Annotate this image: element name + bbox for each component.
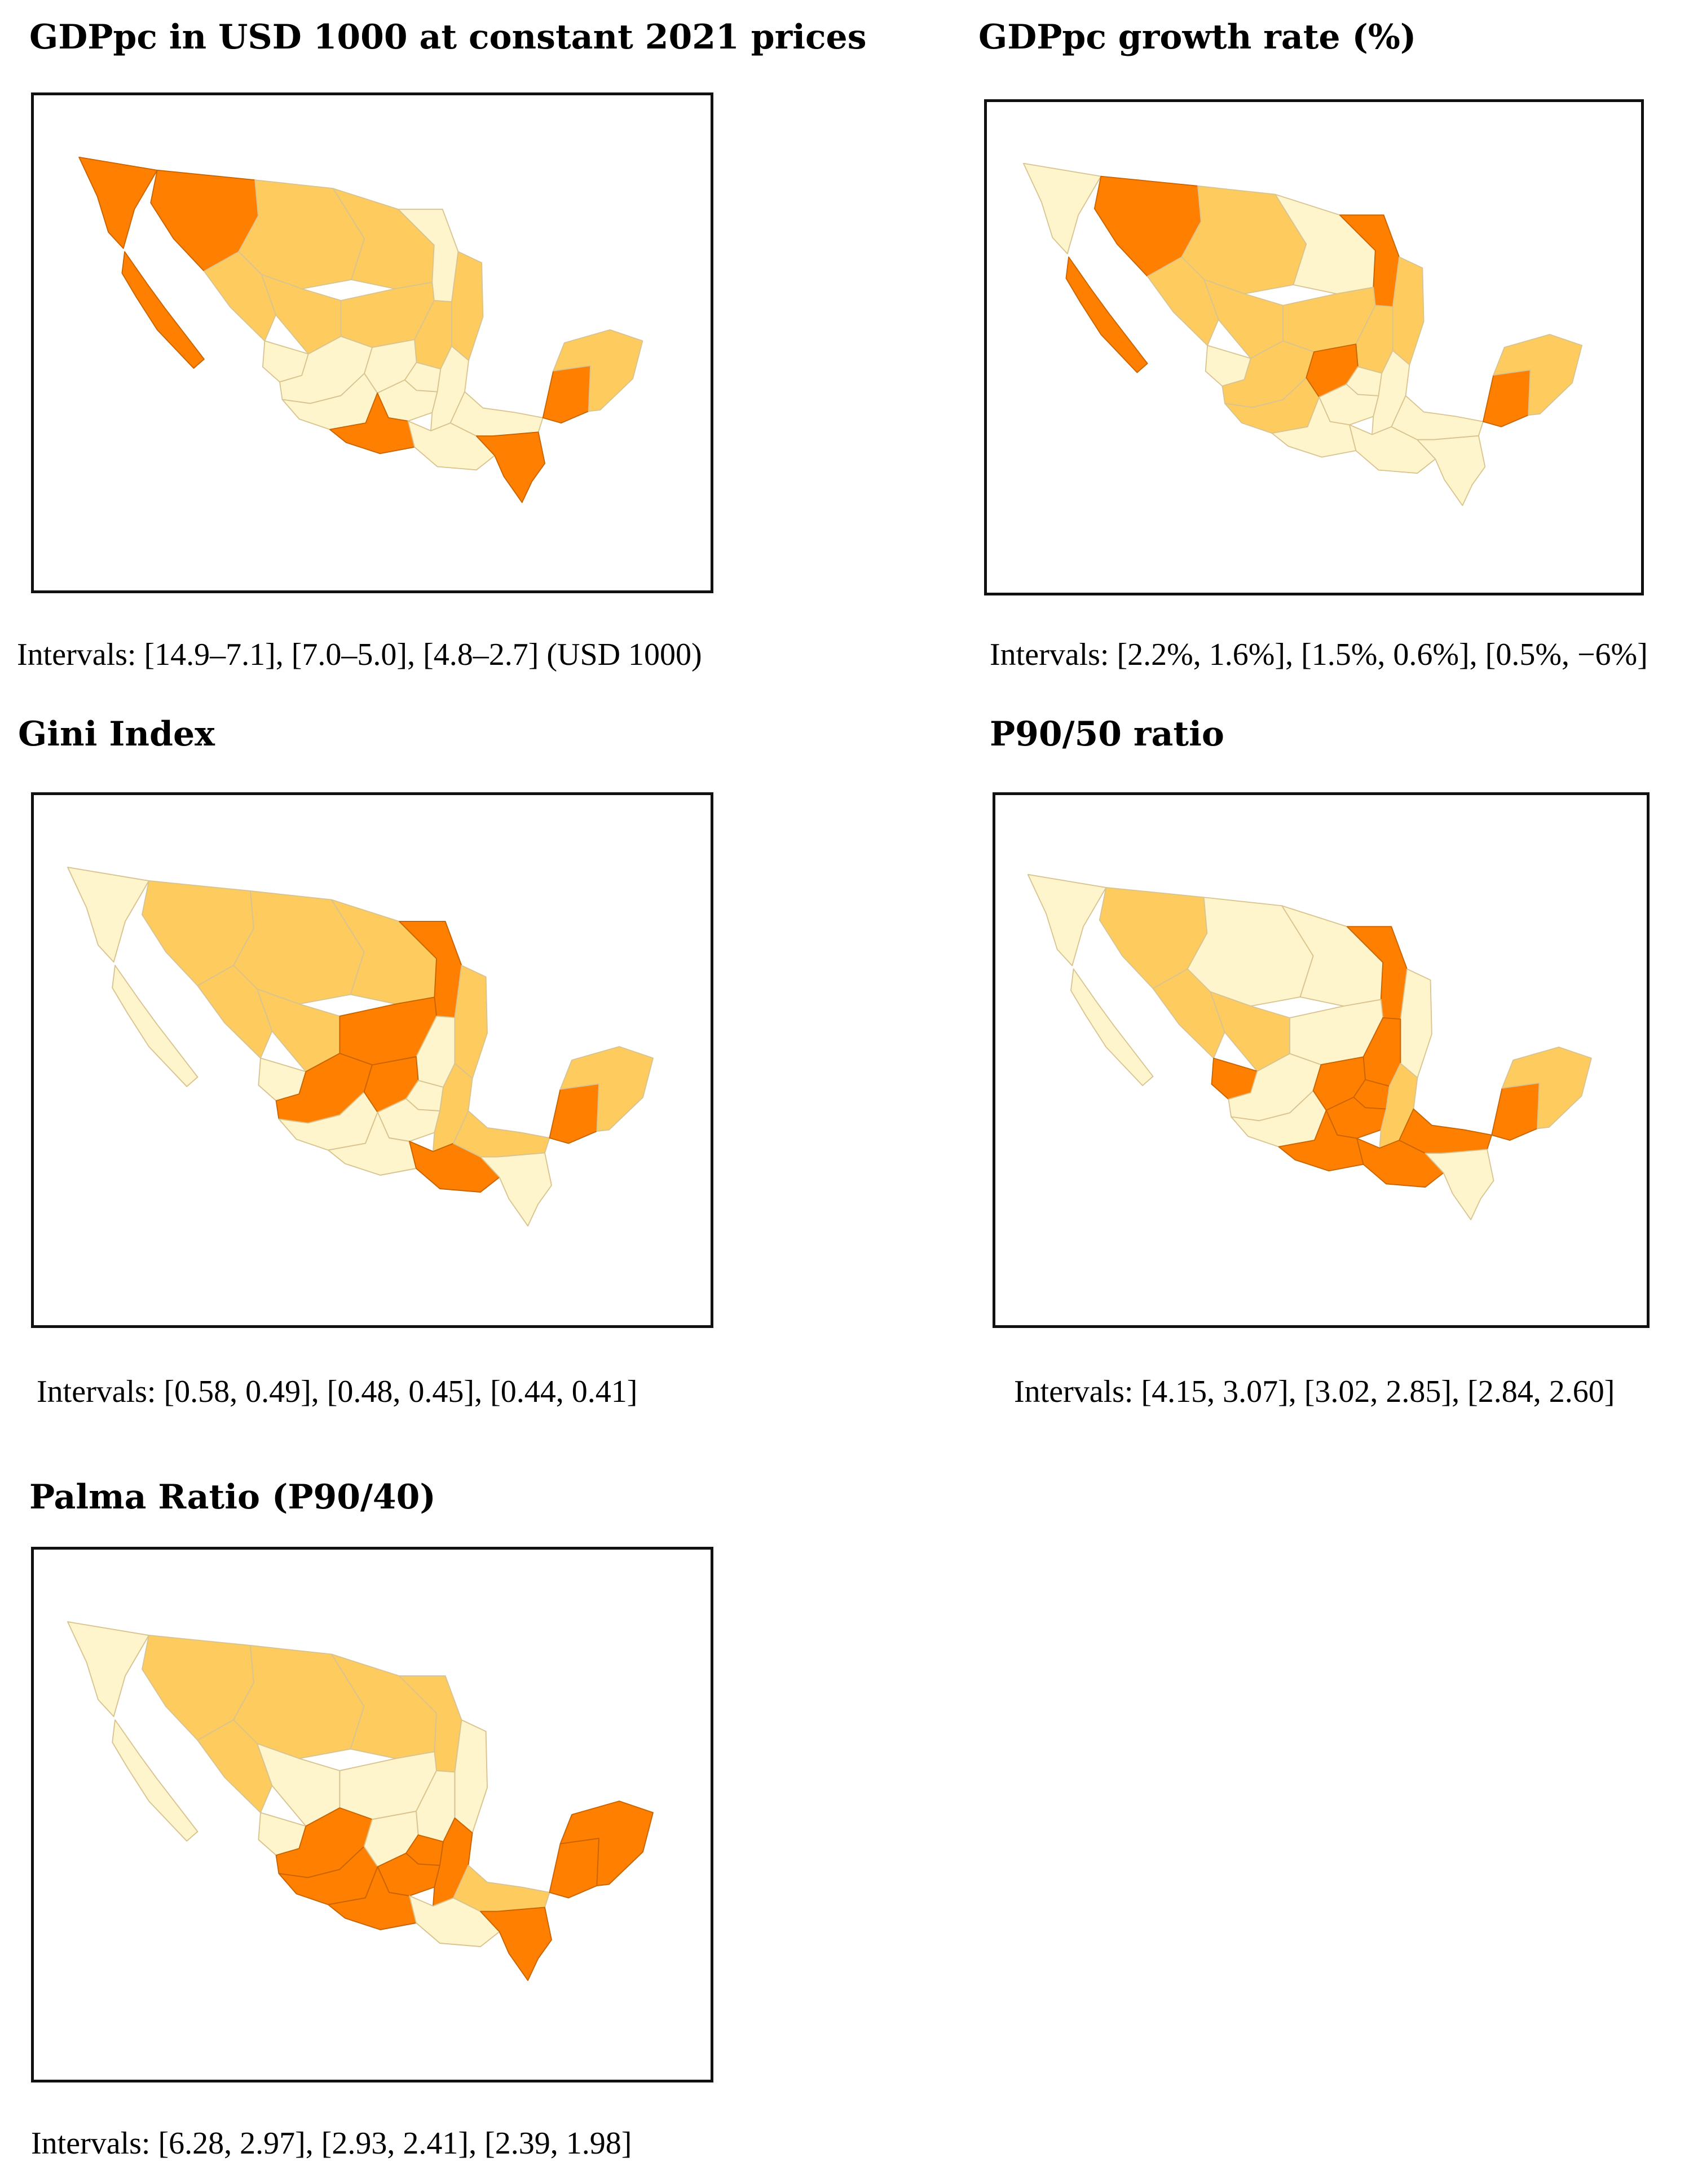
tamaulipas-region [454, 1719, 488, 1834]
tabasco-region [449, 391, 544, 437]
tamaulipas-region [451, 251, 484, 361]
tabasco-region [453, 1110, 550, 1158]
map-frame-growth [984, 99, 1644, 595]
campeche-region [549, 1083, 599, 1144]
tamaulipas-region [454, 965, 488, 1079]
baja-california-region [67, 1621, 149, 1717]
baja-california-region [78, 156, 158, 249]
tabasco-region [453, 1865, 550, 1912]
map-caption-gini: Intervals: [0.58, 0.49], [0.48, 0.45], [… [37, 1374, 638, 1409]
choropleth-map-p9050 [1027, 873, 1592, 1220]
baja-california-region [67, 867, 149, 963]
yucatan-region [1501, 1046, 1592, 1129]
choropleth-map-gdppc [78, 156, 643, 503]
tamaulipas-region [1400, 968, 1432, 1079]
campeche-region [1483, 369, 1531, 427]
yucatan-region [559, 1801, 654, 1886]
chiapas-region [475, 431, 546, 503]
choropleth-map-gini [67, 867, 654, 1226]
campeche-region [1491, 1082, 1540, 1141]
campeche-region [542, 365, 591, 424]
map-caption-growth: Intervals: [2.2%, 1.6%], [1.5%, 0.6%], [… [990, 637, 1648, 672]
chiapas-region [480, 1152, 552, 1226]
baja-california-region [1027, 873, 1107, 967]
map-caption-p9050: Intervals: [4.15, 3.07], [3.02, 2.85], [… [1014, 1374, 1615, 1409]
campeche-region [549, 1838, 599, 1899]
map-frame-p9050 [993, 792, 1650, 1328]
chiapas-region [1425, 1149, 1494, 1220]
chiapas-region [1417, 435, 1486, 506]
baja-california-sur-region [112, 1719, 199, 1842]
map-title-growth: GDPpc growth rate (%) [978, 17, 1417, 57]
baja-california-sur-region [1070, 968, 1154, 1086]
map-caption-gdppc: Intervals: [14.9–7.1], [7.0–5.0], [4.8–2… [17, 637, 702, 672]
map-title-palma: Palma Ratio (P90/40) [29, 1477, 436, 1517]
map-title-gdppc: GDPpc in USD 1000 at constant 2021 price… [29, 17, 867, 57]
choropleth-map-growth [1022, 162, 1582, 506]
yucatan-region [559, 1046, 654, 1132]
yucatan-region [553, 329, 643, 412]
map-frame-gdppc [31, 92, 713, 593]
tabasco-region [1399, 1108, 1493, 1154]
baja-california-sur-region [121, 251, 205, 369]
map-frame-palma [31, 1547, 713, 2082]
map-caption-palma: Intervals: [6.28, 2.97], [2.93, 2.41], [… [31, 2126, 632, 2161]
map-title-gini: Gini Index [18, 714, 215, 754]
yucatan-region [1493, 334, 1582, 416]
map-frame-gini [31, 792, 713, 1328]
baja-california-sur-region [112, 965, 199, 1087]
baja-california-sur-region [1065, 256, 1148, 373]
map-title-p9050: P90/50 ratio [990, 714, 1224, 754]
tabasco-region [1391, 395, 1484, 440]
choropleth-map-palma [67, 1621, 654, 1981]
tamaulipas-region [1392, 256, 1425, 365]
baja-california-region [1022, 162, 1102, 254]
chiapas-region [480, 1907, 552, 1981]
